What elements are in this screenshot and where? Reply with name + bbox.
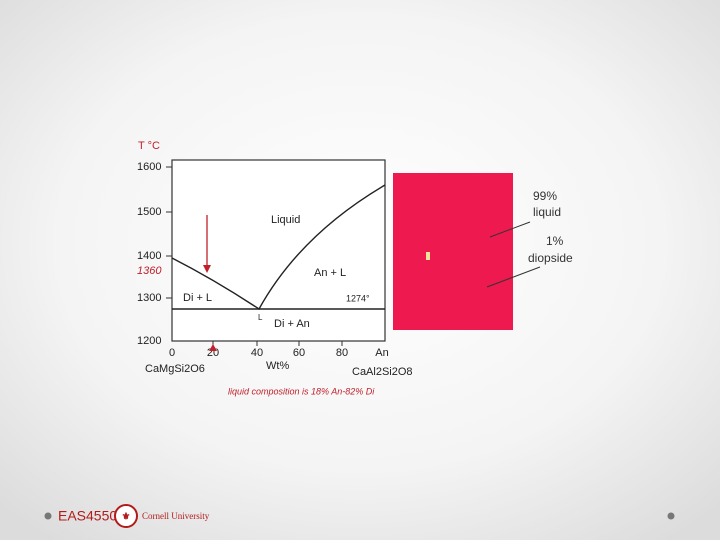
x-label: 0	[169, 347, 175, 359]
bullet	[667, 512, 675, 520]
field-label: An + L	[314, 267, 346, 279]
y-label: 1300	[137, 292, 161, 304]
callout: 1%	[546, 234, 564, 248]
arrow-head	[203, 265, 211, 273]
y-label: 1200	[137, 335, 161, 347]
y-label: 1600	[137, 161, 161, 173]
callout: diopside	[528, 251, 573, 265]
phase-diagram: T °C 1600 1500 1400 1360 1300 1200 0 20 …	[137, 140, 413, 396]
caption: liquid composition is 18% An-82% Di	[228, 386, 375, 396]
x-title: Wt%	[266, 360, 289, 372]
x-label: An	[375, 347, 388, 359]
leader-line	[489, 221, 531, 238]
eutectic-temp: 1274°	[346, 293, 370, 303]
left-component: CaMgSi2O6	[145, 363, 205, 375]
bullet	[44, 512, 52, 520]
seal	[114, 504, 138, 528]
course: EAS4550	[58, 508, 117, 524]
plot-frame	[171, 159, 386, 342]
callout: liquid	[533, 205, 561, 219]
eutectic-label: L	[258, 313, 263, 322]
y-label: 1500	[137, 206, 161, 218]
seal-icon: ⚜	[122, 512, 131, 523]
field-label: Liquid	[271, 214, 300, 226]
composition-marker	[209, 344, 217, 351]
x-label: 80	[336, 347, 348, 359]
crystal	[426, 252, 430, 260]
thin-section-box	[393, 173, 513, 330]
y-label-marked: 1360	[137, 265, 162, 277]
callout: 99%	[533, 189, 557, 203]
axis-title: T °C	[138, 140, 160, 152]
right-component: CaAl2Si2O8	[352, 366, 413, 378]
y-label: 1400	[137, 250, 161, 262]
x-label: 60	[293, 347, 305, 359]
leader-line	[486, 266, 541, 288]
university: Cornell University	[142, 511, 210, 521]
field-label: Di + An	[274, 318, 310, 330]
liquidus	[171, 184, 386, 311]
x-label: 40	[251, 347, 263, 359]
field-label: Di + L	[183, 292, 212, 304]
